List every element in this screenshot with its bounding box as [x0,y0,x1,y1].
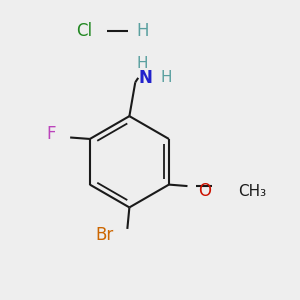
Text: H: H [160,70,172,86]
Text: F: F [46,125,56,143]
Text: O: O [198,182,211,200]
Text: Br: Br [95,226,113,244]
Text: CH₃: CH₃ [238,184,266,199]
Text: Cl: Cl [76,22,93,40]
Text: N: N [139,69,152,87]
Text: H: H [137,22,149,40]
Text: H: H [137,56,148,70]
